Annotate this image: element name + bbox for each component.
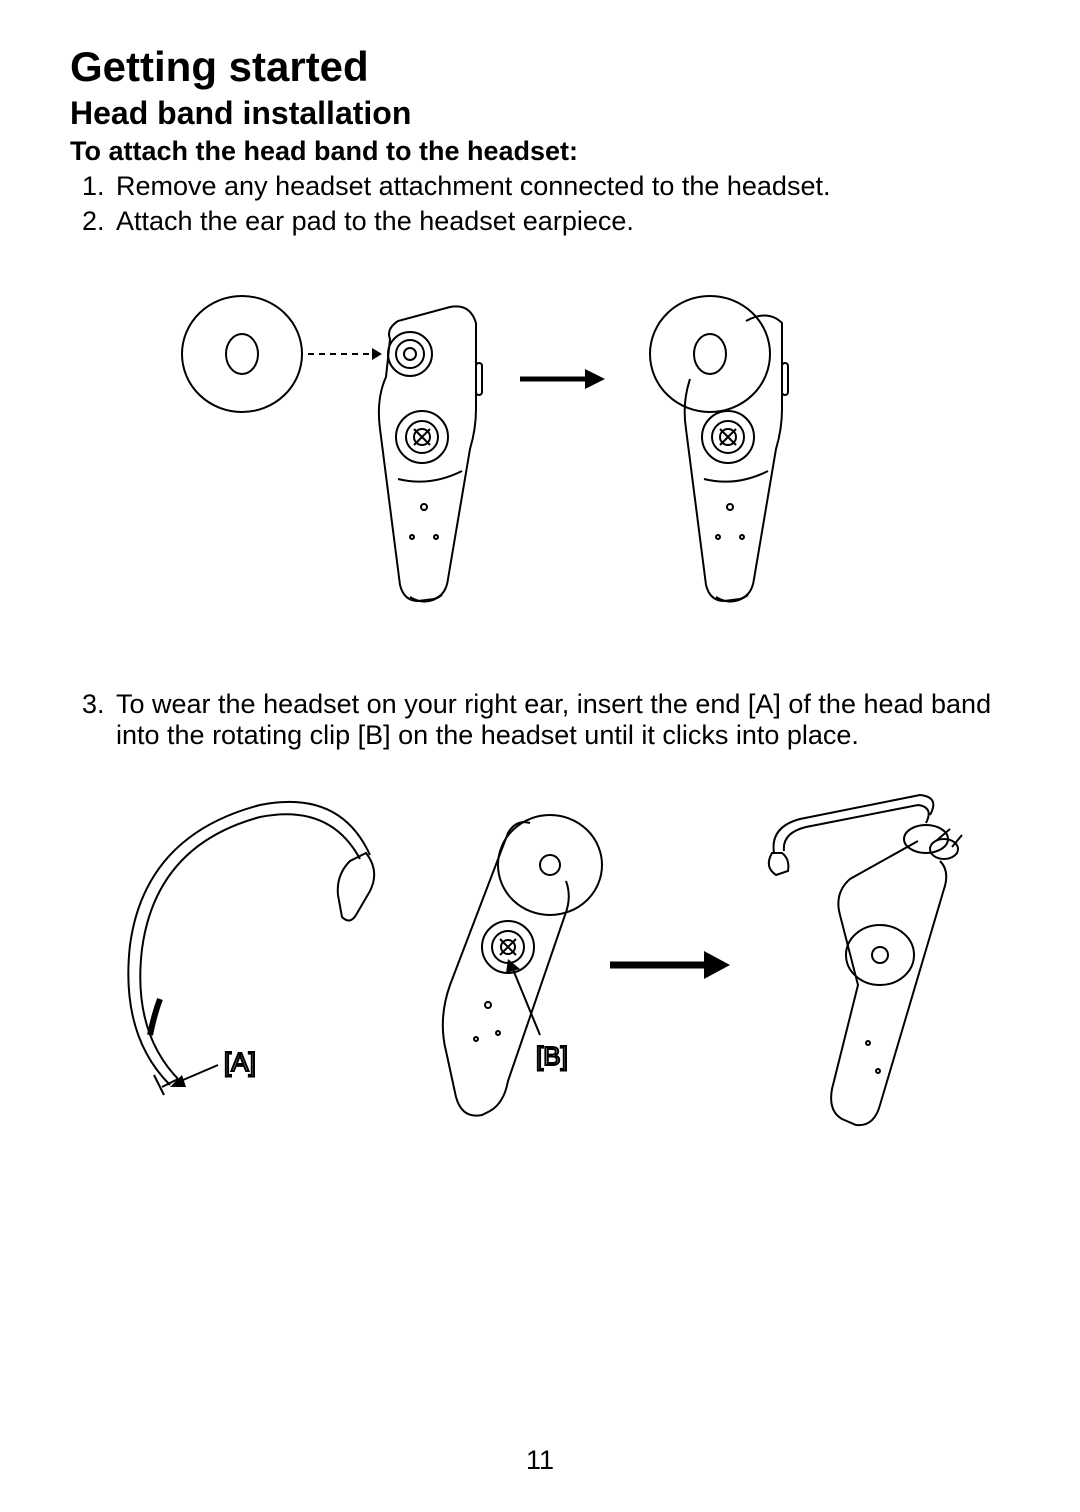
page-title: Getting started (70, 44, 1010, 90)
section-title: Head band installation (70, 96, 1010, 131)
page-number: 11 (0, 1445, 1080, 1476)
instruction-list: Remove any headset attachment connected … (70, 171, 1010, 237)
step-item: Remove any headset attachment connected … (112, 171, 1010, 202)
step-item: To wear the headset on your right ear, i… (112, 689, 1010, 751)
earpad-diagram (150, 269, 930, 629)
instruction-list-continued: To wear the headset on your right ear, i… (70, 689, 1010, 751)
label-a: [A] (224, 1047, 256, 1077)
manual-page: Getting started Head band installation T… (0, 0, 1080, 1512)
figure-earpad (70, 269, 1010, 629)
instruction-title: To attach the head band to the headset: (70, 137, 1010, 167)
figure-headband: [A] (70, 775, 1010, 1175)
label-b: [B] (536, 1041, 568, 1071)
step-item: Attach the ear pad to the headset earpie… (112, 206, 1010, 237)
headband-diagram: [A] (90, 775, 990, 1175)
